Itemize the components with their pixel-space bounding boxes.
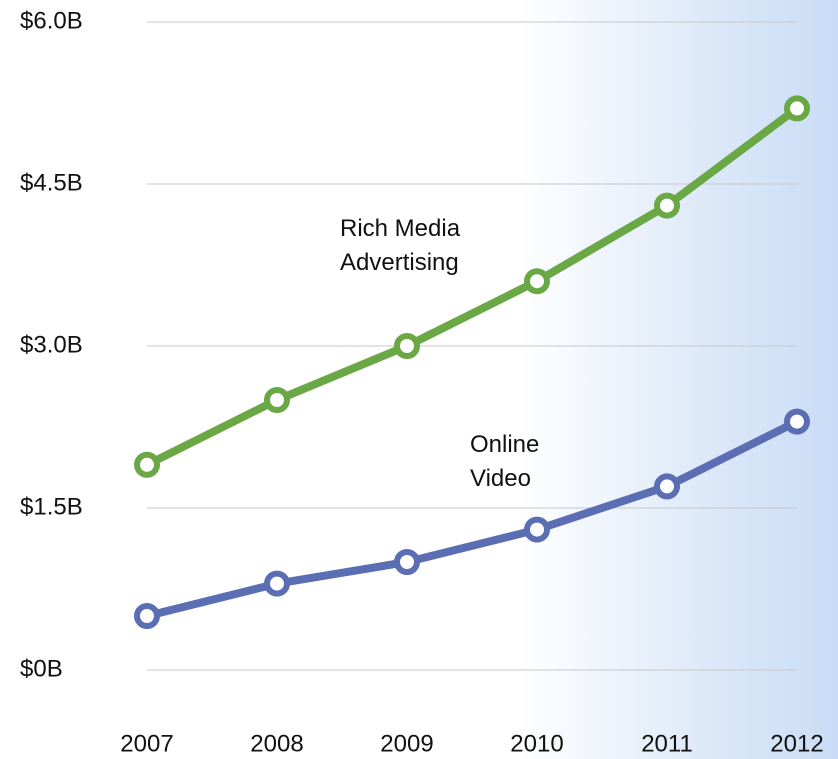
y-tick-label: $0B <box>20 655 63 682</box>
point-marker <box>524 268 550 295</box>
y-tick-label: $6.0B <box>20 7 83 34</box>
series-label: Rich Media Advertising <box>340 215 461 276</box>
point-marker <box>784 408 810 435</box>
y-tick-label: $1.5B <box>20 493 83 520</box>
series-line <box>145 105 800 469</box>
x-tick-label: 2007 <box>120 730 173 757</box>
y-tick-label: $3.0B <box>20 331 83 358</box>
y-tick-label: $4.5B <box>20 169 83 196</box>
series-line <box>146 418 799 620</box>
point-marker <box>524 516 550 543</box>
point-marker <box>394 333 420 359</box>
x-tick-label: 2008 <box>250 730 303 757</box>
series-label: Online Video <box>470 431 540 492</box>
point-marker <box>654 473 680 500</box>
x-tick-label: 2011 <box>641 730 693 757</box>
x-tick-label: 2012 <box>770 730 823 757</box>
x-tick-label: 2010 <box>510 730 563 757</box>
point-marker <box>394 549 420 575</box>
point-marker <box>264 387 290 413</box>
point-marker <box>134 451 160 478</box>
point-marker <box>784 95 810 122</box>
point-marker <box>264 570 290 597</box>
x-tick-label: 2009 <box>380 730 433 757</box>
point-marker <box>134 603 160 629</box>
point-marker <box>654 192 680 219</box>
